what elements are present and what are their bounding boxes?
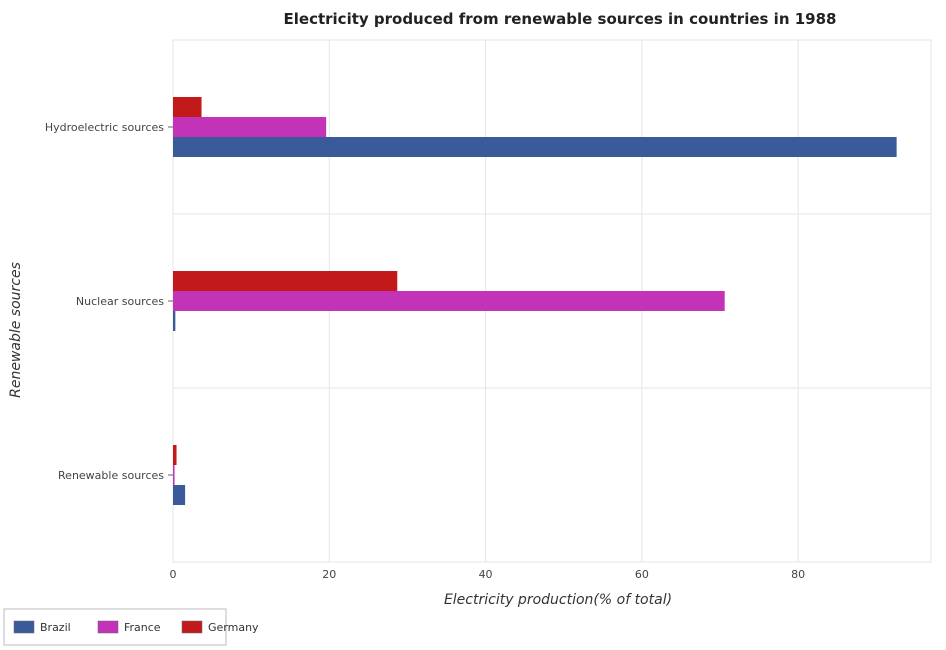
grid bbox=[172, 39, 932, 563]
x-tick-label: 80 bbox=[791, 568, 805, 581]
y-axis-label: Renewable sources bbox=[8, 262, 24, 398]
bars bbox=[173, 97, 897, 505]
bar-brazil-2 bbox=[173, 311, 176, 331]
bar-germany-1 bbox=[173, 97, 202, 117]
x-axis-label: Electricity production(% of total) bbox=[444, 592, 672, 608]
legend: Brazil France Germany bbox=[3, 608, 259, 646]
bar-germany-3 bbox=[173, 445, 177, 465]
bar-france-3 bbox=[173, 465, 175, 485]
bar-france-1 bbox=[173, 117, 327, 137]
y-tick-label: Hydroelectric sources bbox=[45, 121, 164, 134]
y-tick-label: Nuclear sources bbox=[76, 295, 164, 308]
bar-france-2 bbox=[173, 291, 725, 311]
x-tick-label: 20 bbox=[322, 568, 336, 581]
chart-title: Electricity produced from renewable sour… bbox=[284, 10, 837, 28]
y-tick-label: Renewable sources bbox=[58, 469, 164, 482]
legend-swatch-germany bbox=[181, 620, 203, 634]
x-tick-label: 0 bbox=[170, 568, 177, 581]
x-tick-label: 60 bbox=[635, 568, 649, 581]
legend-label-france: France bbox=[124, 621, 161, 634]
bar-brazil-3 bbox=[173, 485, 186, 505]
bar-germany-2 bbox=[173, 271, 398, 291]
legend-label-brazil: Brazil bbox=[40, 621, 71, 634]
bar-brazil-1 bbox=[173, 137, 897, 157]
x-tick-label: 40 bbox=[479, 568, 493, 581]
legend-label-germany: Germany bbox=[208, 621, 259, 634]
axes: 0 20 40 60 80 Hydroelectric sources Nuclear so… bbox=[45, 121, 805, 581]
legend-swatch-brazil bbox=[13, 620, 35, 634]
legend-swatch-france bbox=[97, 620, 119, 634]
